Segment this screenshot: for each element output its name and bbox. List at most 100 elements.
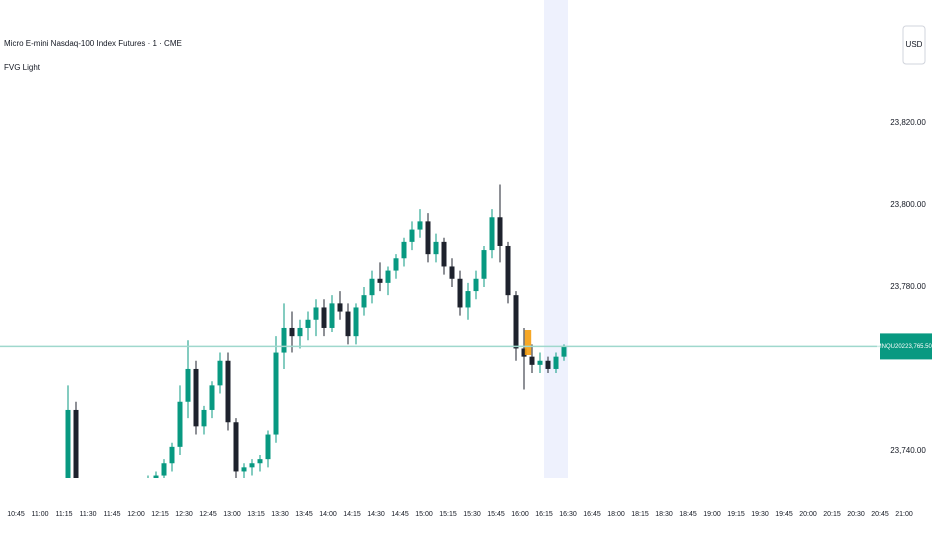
x-tick-label: 18:45 (679, 511, 697, 518)
candle-body (273, 352, 279, 435)
candle-body (114, 492, 119, 496)
y-tick-label: 23,780.00 (890, 282, 926, 291)
candle-body (185, 368, 191, 402)
candle-body (321, 307, 327, 328)
candle-body (489, 217, 495, 251)
candle-body (505, 245, 511, 296)
x-tick-label: 19:30 (751, 511, 769, 518)
chart-title: Micro E-mini Nasdaq-100 Index Futures · … (4, 39, 182, 48)
candle-body (345, 311, 351, 337)
plot-area (65, 0, 568, 496)
candle-body (473, 278, 479, 292)
candle-body (481, 250, 487, 279)
candle-body (98, 488, 103, 492)
x-tick-label: 10:45 (7, 511, 25, 518)
x-tick-label: 12:45 (199, 511, 217, 518)
currency-box[interactable] (902, 25, 926, 65)
x-tick-label: 20:30 (847, 511, 865, 518)
candle-body (177, 401, 183, 447)
candle-body (401, 241, 407, 259)
candle-body (122, 488, 127, 492)
symbol-label: MNQU2025 (877, 344, 909, 350)
candle-body (409, 229, 415, 242)
candle-body (425, 221, 431, 255)
x-tick-label: 13:15 (247, 511, 265, 518)
candle-body (377, 278, 383, 283)
candle-body (201, 409, 207, 427)
candle-body (82, 484, 87, 492)
x-tick-label: 11:15 (56, 511, 73, 518)
x-tick-label: 18:15 (631, 511, 649, 518)
candle-body (225, 360, 231, 423)
candle-body (537, 360, 543, 365)
x-tick-label: 19:45 (775, 511, 793, 518)
candle-body (433, 241, 439, 255)
candle-body (441, 241, 447, 267)
x-tick-label: 11:45 (104, 511, 121, 518)
session-highlight (544, 0, 568, 478)
y-tick-label: 23,740.00 (890, 446, 926, 455)
candle-body (561, 346, 567, 357)
candle-body (65, 409, 71, 478)
fvg-box (524, 330, 532, 356)
x-tick-label: 21:00 (895, 511, 913, 518)
x-tick-label: 12:15 (151, 511, 169, 518)
candle-body (449, 266, 455, 279)
candle-body (130, 488, 135, 492)
x-tick-label: 18:00 (607, 511, 625, 518)
x-tick-label: 15:45 (487, 511, 505, 518)
candle-body (249, 463, 255, 468)
x-tick-label: 20:00 (799, 511, 817, 518)
x-tick-label: 16:00 (511, 511, 529, 518)
candle-body (337, 303, 343, 312)
candle-body (233, 422, 239, 472)
candle-body (257, 459, 263, 464)
x-tick-label: 15:15 (439, 511, 457, 518)
candle-body (90, 488, 95, 492)
indicator-label: FVG Light (4, 63, 41, 72)
candle-body (146, 480, 151, 488)
candle-body (138, 488, 143, 492)
candle-body (457, 278, 463, 308)
candle-body (297, 327, 303, 337)
candle-body (513, 295, 519, 349)
candle-body (305, 319, 311, 328)
candle-body (169, 446, 175, 464)
x-tick-label: 11:30 (80, 511, 97, 518)
x-tick-label: 19:15 (727, 511, 745, 518)
candle-body (369, 278, 375, 296)
x-tick-label: 13:30 (271, 511, 289, 518)
x-tick-label: 18:30 (655, 511, 673, 518)
x-tick-label: 14:00 (319, 511, 337, 518)
candle-body (353, 307, 359, 337)
x-tick-label: 12:30 (175, 511, 193, 518)
candle-body (106, 492, 111, 496)
candle-body (553, 356, 559, 369)
candle-body (417, 221, 423, 230)
candle-body (281, 327, 287, 353)
candle-body (289, 327, 295, 337)
candle-body (153, 475, 159, 478)
candle-body (193, 368, 199, 427)
candle-body (209, 385, 215, 410)
x-tick-label: 13:00 (223, 511, 241, 518)
x-tick-label: 19:00 (703, 511, 721, 518)
candle-body (393, 258, 399, 271)
candle-body (217, 360, 223, 386)
x-tick-label: 14:30 (367, 511, 385, 518)
last-price-box (905, 333, 932, 360)
candle-body (361, 295, 367, 308)
candle-body (241, 467, 247, 472)
candle-body (385, 270, 391, 283)
candle-body (545, 360, 551, 369)
x-tick-label: 14:45 (391, 511, 409, 518)
candle-body (73, 409, 79, 478)
x-tick-label: 20:45 (871, 511, 889, 518)
x-tick-label: 11:00 (32, 511, 49, 518)
x-tick-label: 16:45 (583, 511, 601, 518)
last-price-label: 23,765.50 (905, 344, 932, 350)
currency-label[interactable]: USD (906, 40, 923, 49)
candle-body (161, 463, 167, 476)
